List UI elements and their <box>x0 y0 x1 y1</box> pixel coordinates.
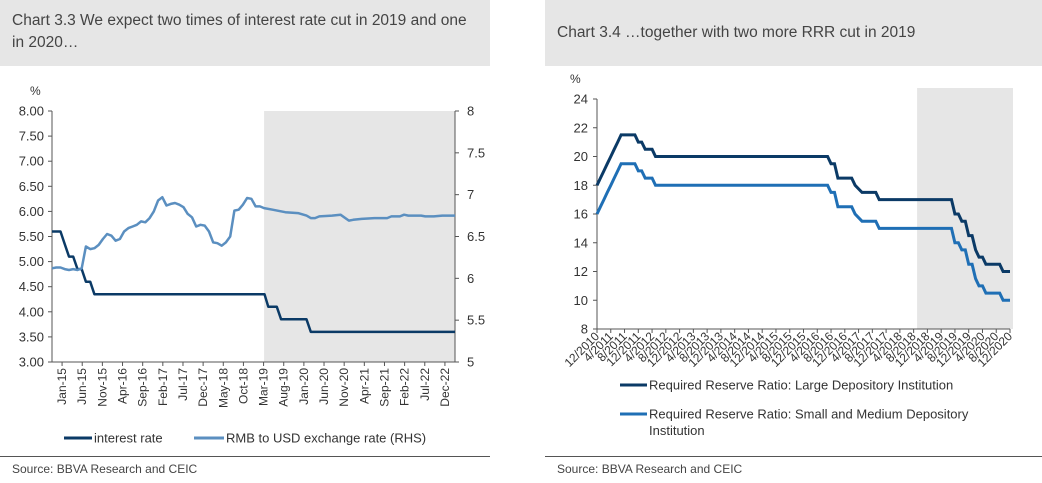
y-tick-label: 12 <box>574 264 588 279</box>
x-tick-label: Jun-20 <box>317 368 331 405</box>
y-axis-unit-left: % <box>30 84 41 98</box>
y-tick-label-right: 6 <box>467 271 474 286</box>
y-tick-label: 18 <box>574 178 588 193</box>
legend-label-line-1: Required Reserve Ratio: Small and Medium… <box>649 407 969 422</box>
x-tick-label: Mar-19 <box>257 368 271 406</box>
x-tick-label: Sep-21 <box>377 368 391 407</box>
x-tick-label: Sep-16 <box>136 368 150 407</box>
y-tick-label-left: 4.00 <box>19 304 44 319</box>
series-line-large-institution <box>595 133 1010 273</box>
chart-3-3-source: Source: BBVA Research and CEIC <box>12 462 198 476</box>
y-tick-label-left: 3.50 <box>19 329 44 344</box>
legend-label-line-2: Institution <box>649 423 705 438</box>
x-tick-label: Apr-21 <box>357 368 371 404</box>
y-tick-label-left: 7.00 <box>19 154 44 169</box>
source-divider <box>545 456 1042 457</box>
y-tick-label-left: 6.50 <box>19 179 44 194</box>
series-line-interest-rate <box>52 230 455 334</box>
x-tick-label: Feb-17 <box>156 368 170 406</box>
x-tick-label: Apr-16 <box>116 368 130 404</box>
y-tick-label-right: 7 <box>467 187 474 202</box>
y-tick-label-right: 8 <box>467 104 474 119</box>
y-tick-label-left: 5.00 <box>19 254 44 269</box>
x-tick-label: Feb-22 <box>398 368 412 406</box>
y-tick-label: 14 <box>574 235 588 250</box>
chart-3-4-source: Source: BBVA Research and CEIC <box>557 462 743 476</box>
chart-3-4-title: Chart 3.4 …together with two more RRR cu… <box>545 0 1042 66</box>
legend-label: RMB to USD exchange rate (RHS) <box>226 431 426 446</box>
x-tick-label: Jul-17 <box>176 368 190 401</box>
chart-3-3-title: Chart 3.3 We expect two times of interes… <box>0 0 490 66</box>
y-tick-label: 16 <box>574 207 588 222</box>
legend-label: Required Reserve Ratio: Large Depository… <box>649 378 953 393</box>
x-tick-label: Dec-22 <box>438 368 452 407</box>
x-tick-label: Jan-20 <box>297 368 311 405</box>
y-tick-label-right: 5 <box>467 355 474 370</box>
x-tick-label: Dec-17 <box>196 368 210 407</box>
x-tick-label: May-18 <box>216 368 230 408</box>
x-tick-label: Jun-15 <box>75 368 89 405</box>
y-tick-label-right: 7.5 <box>467 145 485 160</box>
legend-label: interest rate <box>94 431 163 446</box>
x-tick-label: Nov-20 <box>337 368 351 407</box>
x-tick-label: Jan-15 <box>55 368 69 405</box>
x-tick-label: Aug-19 <box>277 368 291 407</box>
y-tick-label-left: 8.00 <box>19 104 44 119</box>
y-tick-label: 20 <box>574 149 588 164</box>
x-tick-label: Nov-15 <box>95 368 109 407</box>
y-tick-label: 24 <box>574 92 588 107</box>
source-divider <box>0 456 490 457</box>
y-tick-label-right: 5.5 <box>467 313 485 328</box>
chart-3-4-svg: %8101214161820222412/20104/20118/201112/… <box>562 72 1016 438</box>
y-axis-unit: % <box>570 72 581 86</box>
y-tick-label: 10 <box>574 293 588 308</box>
forecast-shading <box>917 88 1013 329</box>
chart-3-3-svg: % 3.00 3.50 4.00 4.50 5.00 5.50 6.00 6.50 7.00 7.5… <box>19 84 485 446</box>
chart-3-3-panel: Chart 3.3 We expect two times of interes… <box>0 0 490 483</box>
series-line-exchange-rate <box>51 195 455 272</box>
y-tick-label-left: 7.50 <box>19 129 44 144</box>
y-tick-label-right: 6.5 <box>467 229 485 244</box>
y-tick-label-left: 5.50 <box>19 229 44 244</box>
forecast-shading <box>264 111 455 362</box>
y-tick-label: 22 <box>574 120 588 135</box>
series-line-small-medium-institution <box>595 162 1010 302</box>
y-tick-label-left: 4.50 <box>19 279 44 294</box>
y-tick-label: 8 <box>581 322 588 337</box>
x-tick-label: Jul-22 <box>418 368 432 401</box>
y-tick-label-left: 6.00 <box>19 204 44 219</box>
chart-3-4-panel: Chart 3.4 …together with two more RRR cu… <box>545 0 1042 483</box>
x-tick-label: Oct-18 <box>236 368 250 404</box>
y-tick-label-left: 3.00 <box>19 355 44 370</box>
